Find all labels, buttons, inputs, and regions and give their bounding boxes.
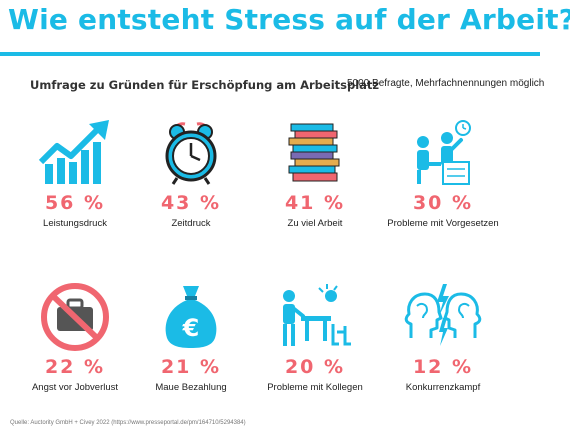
stack-of-binders-icon xyxy=(288,123,340,182)
stat-label: Maue Bezahlung xyxy=(155,382,227,393)
survey-note: 5000 Befragte, Mehrfachnennungen möglich xyxy=(347,78,545,89)
stat-leistungsdruck: 56 % Leistungsdruck xyxy=(10,118,140,230)
stat-percent: 41 % xyxy=(284,192,346,214)
stat-percent: 56 % xyxy=(44,192,106,214)
stat-percent: 21 % xyxy=(160,356,222,378)
stat-angst-jobverlust: 22 % Angst vor Jobverlust xyxy=(10,282,140,394)
survey-subtitle: Umfrage zu Gründen für Erschöpfung am Ar… xyxy=(30,78,380,92)
stat-percent: 30 % xyxy=(412,192,474,214)
stat-percent: 43 % xyxy=(160,192,222,214)
stat-konkurrenzkampf: 12 % Konkurrenzkampf xyxy=(378,282,508,394)
stat-percent: 22 % xyxy=(44,356,106,378)
growth-chart-icon xyxy=(38,120,109,184)
stat-zu-viel-arbeit: 41 % Zu viel Arbeit xyxy=(250,118,380,230)
no-briefcase-icon xyxy=(41,283,109,351)
stat-label: Zu viel Arbeit xyxy=(287,218,343,229)
colleagues-conflict-icon xyxy=(283,284,351,346)
money-bag-icon: € xyxy=(165,286,217,348)
stat-label: Leistungsdruck xyxy=(43,218,107,229)
boss-pointing-icon xyxy=(417,120,471,185)
alarm-clock-icon xyxy=(165,122,217,185)
stat-probleme-kollegen: 20 % Probleme mit Kollegen xyxy=(250,282,380,394)
stat-percent: 12 % xyxy=(412,356,474,378)
svg-text:€: € xyxy=(182,314,200,342)
stat-maue-bezahlung: € 21 % Maue Bezahlung xyxy=(126,282,256,394)
stat-label: Probleme mit Vorgesetzen xyxy=(387,218,499,229)
stat-zeitdruck: 43 % Zeitdruck xyxy=(126,118,256,230)
stat-label: Angst vor Jobverlust xyxy=(31,382,119,393)
stat-percent: 20 % xyxy=(284,356,346,378)
page-title: Wie entsteht Stress auf der Arbeit? xyxy=(8,3,570,36)
stat-label: Zeitdruck xyxy=(171,218,211,229)
title-underline xyxy=(0,52,540,56)
heads-lightning-icon xyxy=(404,284,482,346)
stat-label: Probleme mit Kollegen xyxy=(267,382,363,393)
stat-label: Konkurrenzkampf xyxy=(405,382,481,393)
source-note: Quelle: Auctority GmbH + Civey 2022 (htt… xyxy=(10,420,246,426)
stat-probleme-vorgesetzen: 30 % Probleme mit Vorgesetzen xyxy=(378,118,508,230)
